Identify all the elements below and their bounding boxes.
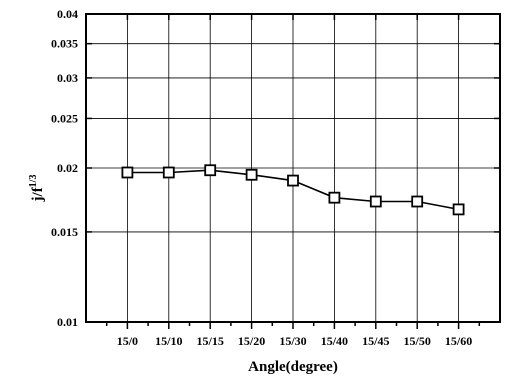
x-tick-label: 15/10 <box>155 334 182 348</box>
gridlines <box>86 13 500 323</box>
y-tick-label: 0.04 <box>57 7 78 21</box>
x-tick-label: 15/40 <box>321 334 348 348</box>
data-point <box>328 191 341 204</box>
x-tick-label: 15/60 <box>445 334 472 348</box>
x-tick-label: 15/20 <box>238 334 265 348</box>
x-tick-labels: 15/0 15/10 15/15 15/20 15/30 15/40 15/45 15/50 1… <box>117 334 473 348</box>
x-tick-label: 15/0 <box>117 334 138 348</box>
data-point <box>369 195 382 208</box>
y-tick-label: 0.03 <box>57 71 78 85</box>
y-axis-title-main: j/f <box>30 186 46 202</box>
y-tick-label: 0.01 <box>57 315 78 329</box>
y-tick-labels: 0.01 0.015 0.02 0.025 0.03 0.035 0.04 <box>51 7 78 329</box>
data-point <box>121 166 134 179</box>
data-point <box>245 168 258 181</box>
y-tick-label: 0.015 <box>51 225 78 239</box>
x-tick-label: 15/45 <box>362 334 389 348</box>
plot-frame <box>85 13 501 323</box>
data-point <box>452 203 465 216</box>
x-tick-label: 15/50 <box>404 334 431 348</box>
y-axis-title: j/f1/3 <box>28 175 46 203</box>
y-tick-label: 0.035 <box>51 37 78 51</box>
y-axis-title-superscript: 1/3 <box>28 175 39 188</box>
y-tick-label: 0.025 <box>51 111 78 125</box>
x-axis-title: Angle(degree) <box>248 359 338 375</box>
data-point <box>411 195 424 208</box>
data-point <box>162 166 175 179</box>
y-tick-label: 0.02 <box>57 161 78 175</box>
series-layer <box>121 164 465 216</box>
data-point <box>204 164 217 177</box>
x-tick-label: 15/15 <box>197 334 224 348</box>
data-point <box>287 174 299 187</box>
x-tick-label: 15/30 <box>279 334 306 348</box>
